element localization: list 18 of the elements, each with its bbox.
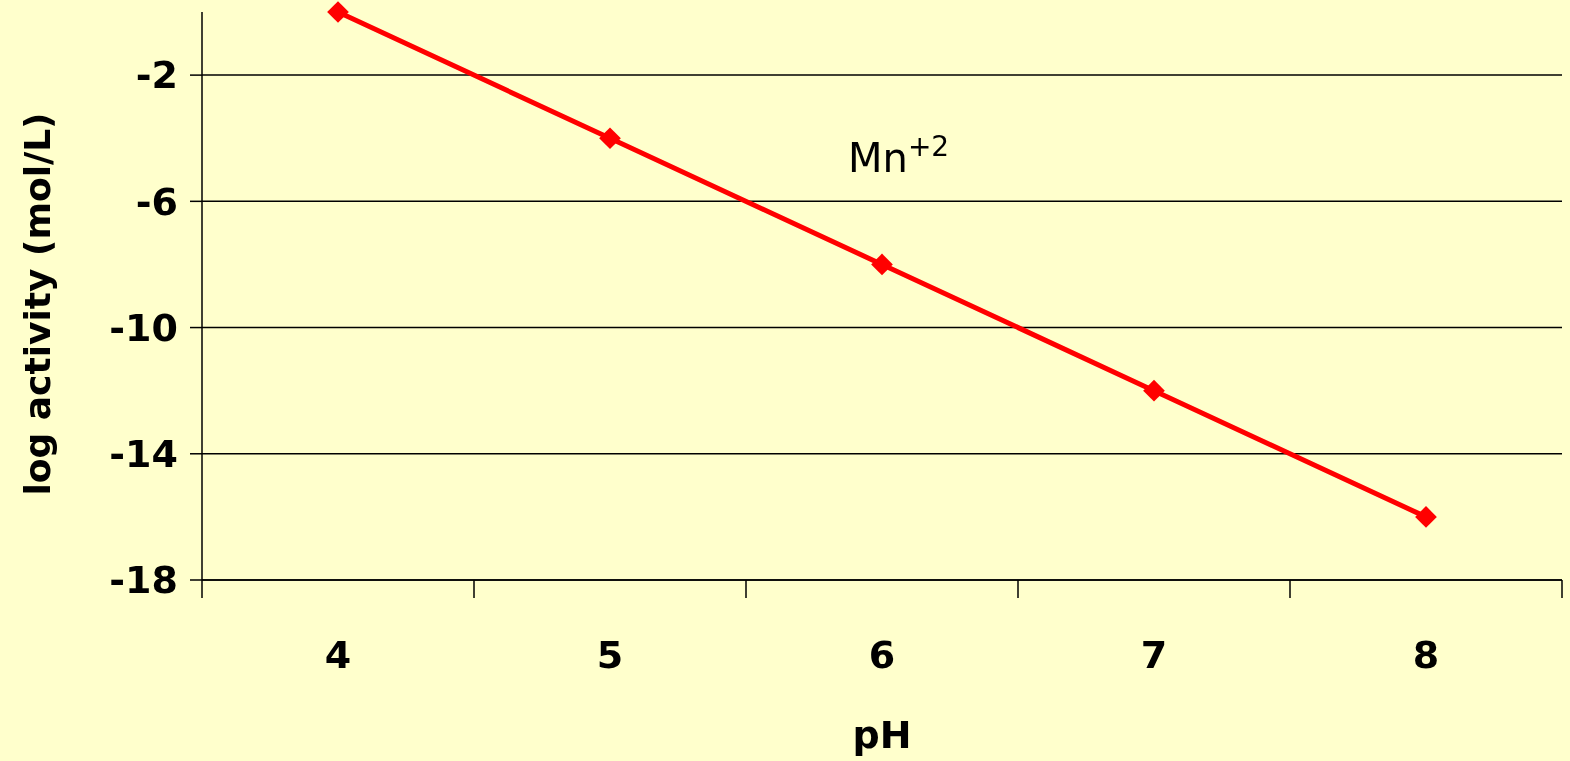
x-tick-label: 5: [596, 633, 624, 677]
x-axis-title: pH: [852, 713, 912, 757]
point: [1415, 506, 1437, 528]
annotation: Mn$^{+2}$: [848, 129, 950, 181]
y-tick-label: -14: [109, 432, 178, 477]
y-tick-label: -6: [135, 179, 178, 224]
x-tick-label: 7: [1140, 633, 1168, 677]
point: [1143, 379, 1165, 402]
point: [327, 1, 349, 23]
x-tick-label: 8: [1412, 633, 1440, 677]
y-tick-label: -2: [135, 53, 178, 98]
x-tick-label: 4: [324, 633, 352, 677]
y-tick-label: -18: [109, 558, 178, 603]
y-tick-label: -10: [109, 305, 178, 350]
point: [599, 127, 621, 150]
point: [871, 253, 893, 276]
y-axis-title: log activity (mol/L): [17, 112, 58, 496]
x-tick-label: 6: [868, 633, 896, 677]
